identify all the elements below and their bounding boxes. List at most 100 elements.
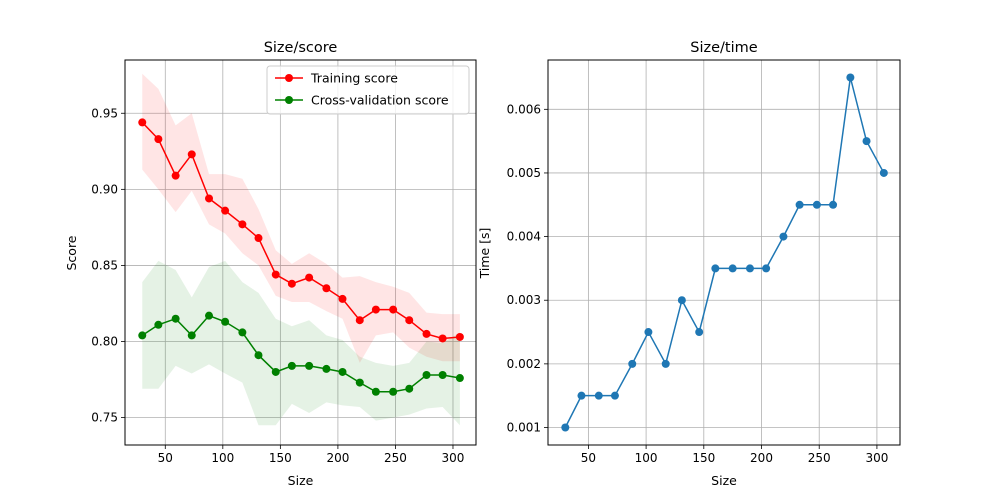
score-series-0-point — [254, 234, 263, 243]
score-series-0-point — [287, 279, 296, 288]
time-y-tick-label: 0.003 — [507, 293, 541, 307]
score-x-axis-label: Size — [288, 473, 314, 488]
score-series-0-point — [271, 270, 280, 279]
score-series-1-point — [138, 331, 147, 340]
time-series-0-point — [762, 264, 771, 273]
score-x-tick-label: 300 — [442, 451, 465, 465]
score-series-0-point — [338, 294, 347, 303]
score-series-1-point — [355, 378, 364, 387]
score-series-1-point — [205, 311, 214, 320]
score-series-0-point — [138, 118, 147, 127]
time-x-tick-label: 150 — [692, 451, 715, 465]
score-series-1-point — [455, 374, 464, 383]
score-legend-label-1: Cross-validation score — [311, 93, 449, 108]
score-series-1-point — [171, 314, 180, 323]
score-legend-marker-1 — [285, 96, 293, 104]
score-series-1-point — [371, 387, 380, 396]
time-y-tick-label: 0.005 — [507, 166, 541, 180]
time-series-0-point — [812, 200, 821, 209]
score-series-0-point — [389, 305, 398, 314]
time-series-0-point — [779, 232, 788, 241]
score-series-0-point — [455, 332, 464, 341]
score-x-tick-label: 200 — [326, 451, 349, 465]
score-x-tick-label: 250 — [384, 451, 407, 465]
score-x-tick-label: 100 — [211, 451, 234, 465]
score-legend-marker-0 — [285, 74, 293, 82]
score-series-1-point — [438, 371, 447, 379]
time-x-tick-label: 250 — [808, 451, 831, 465]
score-series-1-point — [154, 320, 163, 329]
score-series-1-point — [287, 361, 296, 370]
time-series-0-point — [728, 264, 737, 273]
score-y-tick-label: 0.85 — [91, 258, 118, 272]
score-series-0-point — [438, 334, 447, 343]
time-series-0-point — [628, 359, 637, 368]
time-x-tick-label: 300 — [865, 451, 888, 465]
time-series-0-point — [829, 200, 838, 209]
time-series-0-point — [610, 391, 619, 400]
score-series-0-point — [355, 316, 364, 325]
score-series-1-point — [238, 328, 247, 337]
score-series-1-point — [338, 367, 347, 376]
score-series-0-point — [154, 135, 163, 144]
score-series-0-point — [405, 316, 414, 325]
score-band-1 — [142, 260, 460, 426]
time-series-0-point — [695, 328, 704, 337]
time-series-0-point — [745, 264, 754, 273]
time-y-tick-label: 0.001 — [507, 421, 541, 435]
score-y-tick-label: 0.90 — [91, 182, 118, 196]
score-series-0-point — [322, 284, 331, 293]
time-series-0-point — [594, 391, 603, 400]
score-y-axis-label: Score — [64, 235, 79, 270]
score-series-1-point — [187, 331, 196, 340]
score-series-0-point — [187, 150, 196, 159]
time-axes-frame — [547, 59, 901, 446]
time-y-axis-label: Time [s] — [477, 228, 492, 280]
score-band-0 — [142, 73, 460, 363]
time-series-0-point — [879, 168, 888, 177]
score-series-1-point — [271, 367, 280, 376]
time-series-0-point — [561, 423, 570, 432]
score-series-0-point — [371, 305, 380, 314]
score-series-0-point — [205, 194, 214, 203]
score-y-tick-label: 0.80 — [91, 335, 118, 349]
time-series-0-point — [862, 137, 871, 146]
time-series-0-point — [661, 359, 670, 368]
time-series-0-point — [795, 200, 804, 209]
score-series-1-point — [405, 384, 414, 393]
score-chart-title: Size/score — [264, 40, 338, 56]
score-x-tick-label: 50 — [158, 451, 173, 465]
time-series-0-line — [564, 77, 885, 428]
time-series-0-point — [644, 328, 653, 337]
score-series-1-point — [305, 361, 314, 370]
score-series-1-point — [389, 387, 398, 396]
score-legend-label-0: Training score — [310, 71, 398, 86]
time-series-0-point — [577, 391, 586, 400]
score-series-1-point — [221, 317, 230, 326]
time-y-tick-label: 0.002 — [507, 357, 541, 371]
score-y-tick-label: 0.95 — [91, 106, 118, 120]
score-series-1-point — [254, 351, 263, 360]
time-x-tick-label: 50 — [581, 451, 596, 465]
time-x-axis-label: Size — [711, 473, 737, 488]
score-series-1-point — [422, 371, 431, 379]
time-x-tick-label: 200 — [750, 451, 773, 465]
score-y-tick-label: 0.75 — [91, 411, 118, 425]
score-x-tick-label: 150 — [269, 451, 292, 465]
score-series-0-point — [171, 171, 180, 180]
score-series-0-point — [422, 329, 431, 338]
time-y-tick-label: 0.006 — [507, 102, 541, 116]
score-series-0-point — [305, 273, 314, 282]
score-series-0-point — [221, 206, 230, 215]
time-series-0-point — [846, 73, 855, 82]
time-series-0-point — [711, 264, 720, 273]
score-legend-box — [266, 65, 470, 115]
score-series-0-point — [238, 220, 247, 229]
time-series-0-point — [677, 296, 686, 305]
score-axes-frame — [124, 59, 477, 446]
time-chart-title: Size/time — [690, 40, 757, 56]
time-x-tick-label: 100 — [635, 451, 658, 465]
time-y-tick-label: 0.004 — [507, 230, 541, 244]
score-series-1-point — [322, 364, 331, 373]
